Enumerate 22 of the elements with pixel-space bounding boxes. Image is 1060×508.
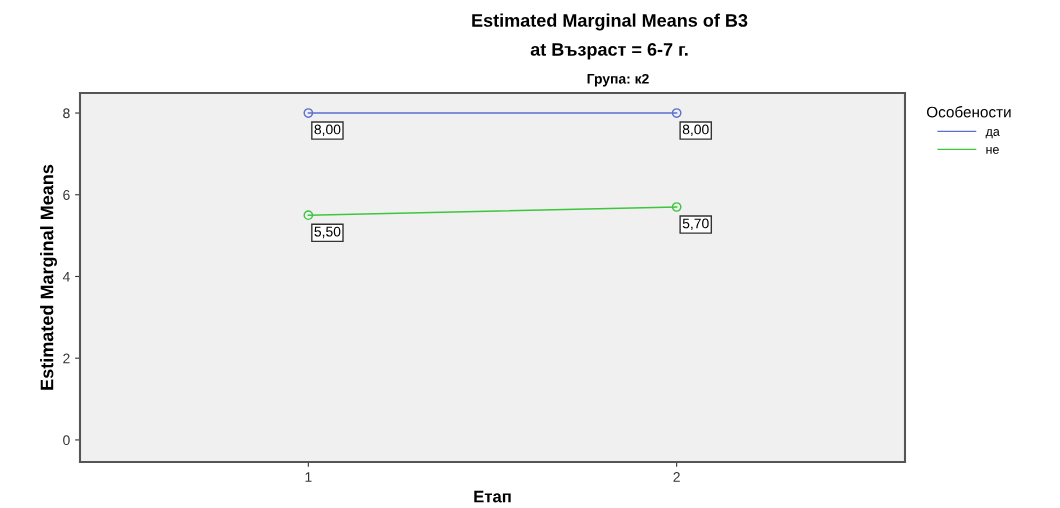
data-label: 5,50 bbox=[314, 226, 341, 239]
point bbox=[671, 202, 682, 212]
y-tick-label: 2 bbox=[63, 353, 70, 364]
point bbox=[671, 108, 682, 118]
point bbox=[303, 108, 314, 118]
chart-subtitle: at Възраст = 6-7 г. bbox=[530, 43, 688, 60]
chart-title: Estimated Marginal Means of В3 bbox=[472, 13, 748, 31]
legend-title: Особености bbox=[926, 106, 1011, 118]
x-tick-label: 1 bbox=[305, 472, 312, 482]
y-tick-label: 0 bbox=[63, 435, 70, 446]
legend-label: да bbox=[985, 129, 1000, 139]
text: Група: к2 bbox=[587, 73, 649, 87]
data-label: 8,00 bbox=[314, 124, 341, 136]
y-axis-title: Estimated Marginal Means bbox=[40, 164, 57, 390]
x-axis-title: Етап bbox=[474, 490, 511, 503]
legend-label: не bbox=[986, 146, 999, 154]
point bbox=[303, 210, 314, 221]
y-tick-label: 6 bbox=[63, 190, 70, 200]
data-label: 5,70 bbox=[682, 218, 709, 230]
y-tick-label: 8 bbox=[63, 108, 70, 119]
data-label: 8,00 bbox=[682, 124, 709, 136]
y-tick-label: 4 bbox=[62, 271, 70, 282]
